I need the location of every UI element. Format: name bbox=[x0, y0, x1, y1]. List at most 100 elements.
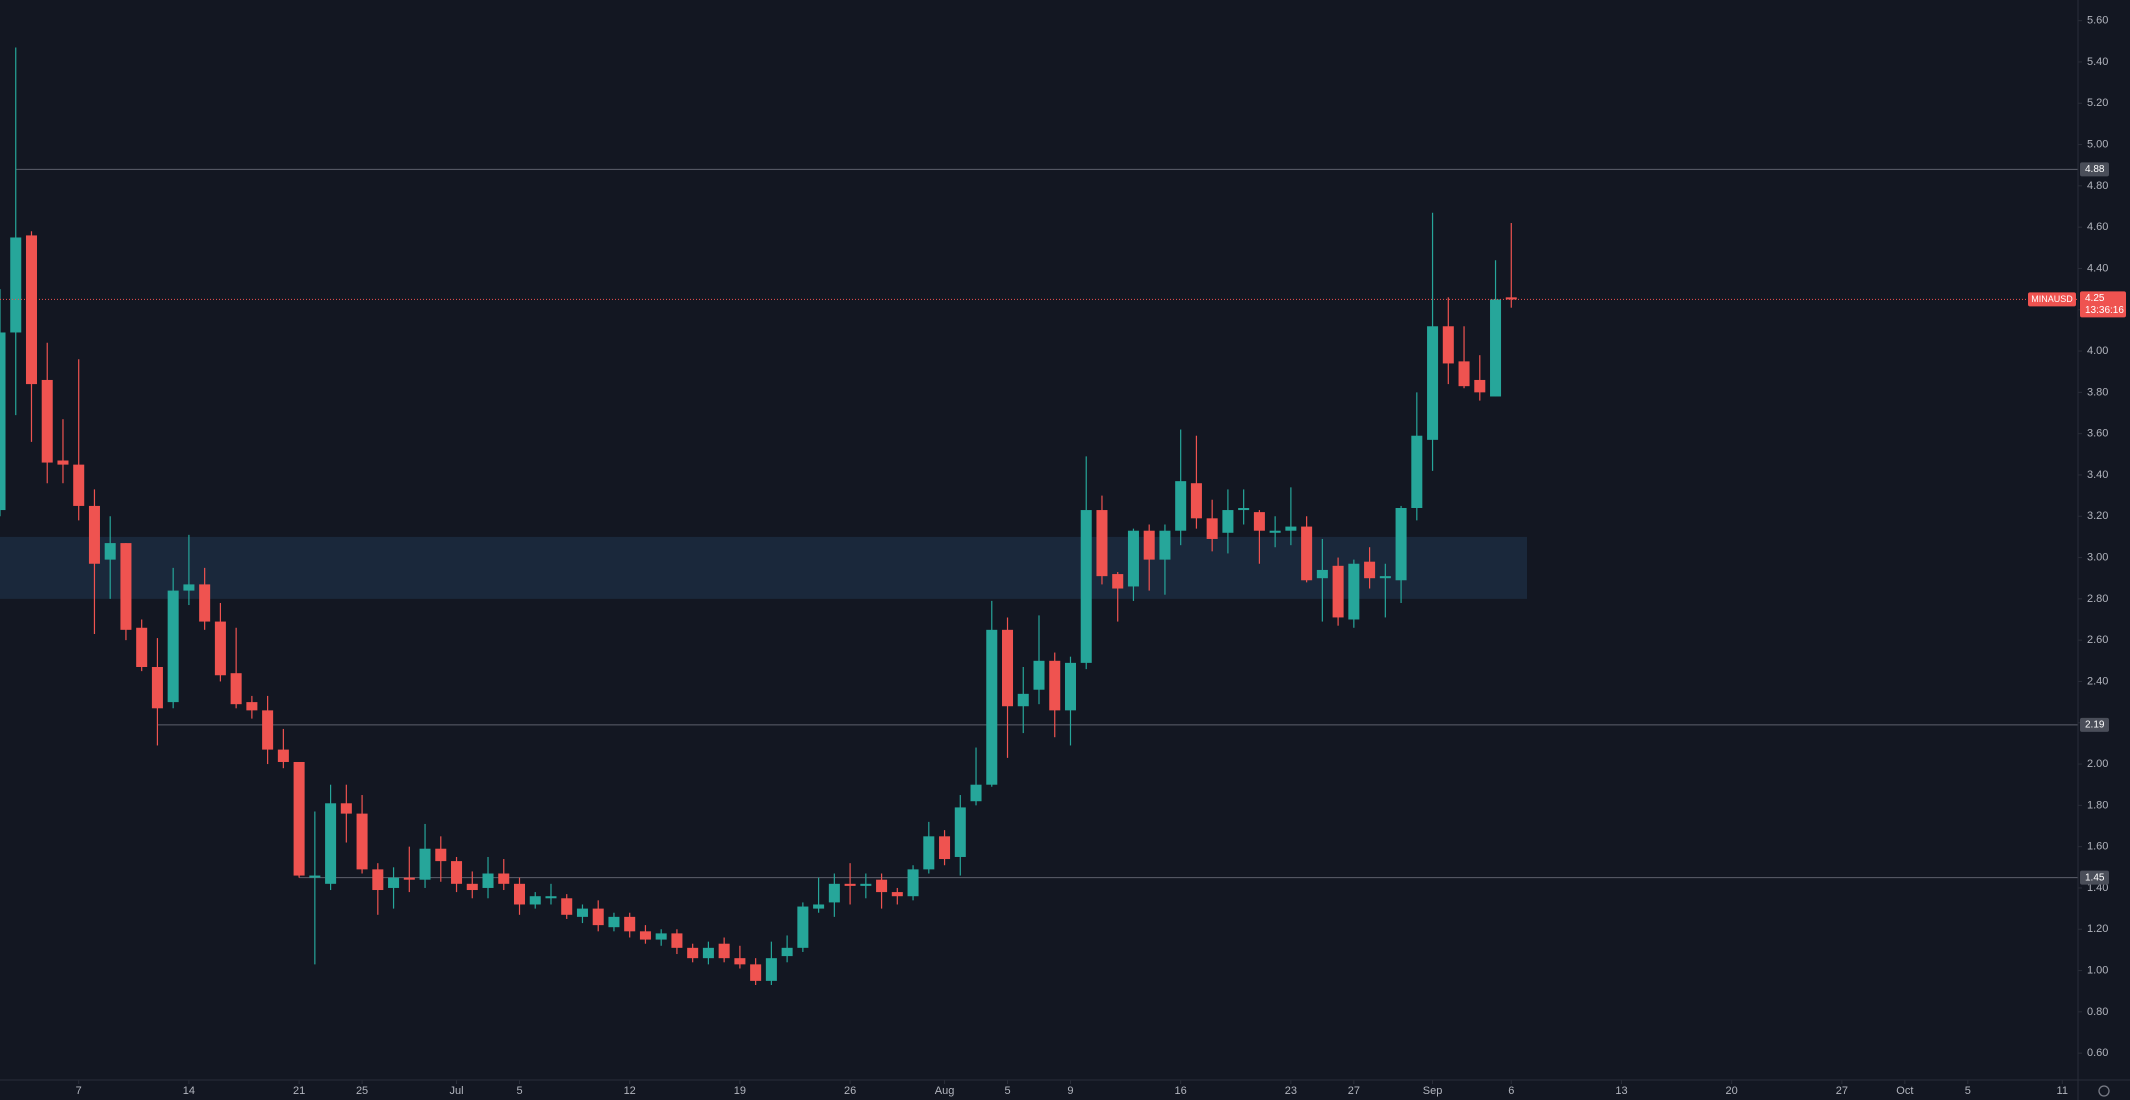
candle-body bbox=[151, 666, 163, 709]
x-tick-label: 5 bbox=[1004, 1085, 1010, 1097]
candle-body bbox=[939, 836, 951, 860]
y-tick-label: 0.80 bbox=[2087, 1006, 2108, 1018]
settings-icon[interactable] bbox=[2098, 1085, 2110, 1097]
candle-body bbox=[750, 964, 762, 981]
candle-body bbox=[403, 877, 415, 880]
y-tick-label: 4.00 bbox=[2087, 345, 2108, 357]
candle-body bbox=[954, 807, 966, 857]
candle-body bbox=[277, 749, 289, 762]
candle-body bbox=[923, 836, 935, 870]
candle-body bbox=[1442, 326, 1454, 364]
x-tick-label: 9 bbox=[1067, 1085, 1073, 1097]
candle-body bbox=[844, 883, 856, 886]
x-tick-label: 13 bbox=[1615, 1085, 1627, 1097]
candle-body bbox=[1017, 693, 1029, 707]
candle-body bbox=[498, 873, 510, 884]
candle-body bbox=[1285, 526, 1297, 531]
x-tick-label: 7 bbox=[76, 1085, 82, 1097]
candle-body bbox=[1253, 512, 1265, 531]
candle-body bbox=[73, 464, 85, 506]
y-tick-label: 3.20 bbox=[2087, 510, 2108, 522]
candle-body bbox=[765, 958, 777, 981]
candle-body bbox=[325, 803, 337, 884]
candle-body bbox=[1474, 379, 1486, 393]
candle-body bbox=[1238, 507, 1250, 511]
y-tick-label: 2.00 bbox=[2087, 758, 2108, 770]
candle-body bbox=[25, 235, 37, 385]
x-tick-label: 27 bbox=[1348, 1085, 1360, 1097]
candle-body bbox=[561, 898, 573, 915]
candle-body bbox=[655, 933, 667, 940]
candle-body bbox=[1364, 561, 1376, 579]
candle-body bbox=[576, 908, 588, 917]
candle-body bbox=[592, 908, 604, 926]
candle-body bbox=[1127, 530, 1139, 587]
countdown-label: 13:36:16 bbox=[2085, 305, 2124, 316]
candle-body bbox=[1080, 510, 1092, 663]
candle-body bbox=[797, 906, 809, 948]
x-tick-label: 21 bbox=[293, 1085, 305, 1097]
y-tick-label: 4.80 bbox=[2087, 180, 2108, 192]
candle-body bbox=[1033, 660, 1045, 690]
candle-body bbox=[1064, 662, 1076, 711]
x-tick-label: 20 bbox=[1726, 1085, 1738, 1097]
x-tick-label: 19 bbox=[734, 1085, 746, 1097]
candle-body bbox=[876, 879, 888, 893]
x-tick-label: Sep bbox=[1423, 1085, 1443, 1097]
x-tick-label: 12 bbox=[624, 1085, 636, 1097]
candle-body bbox=[986, 629, 998, 785]
candle-body bbox=[340, 803, 352, 814]
candle-body bbox=[1206, 518, 1218, 539]
candle-body bbox=[419, 848, 431, 880]
candle-body bbox=[199, 584, 211, 622]
x-tick-label: 6 bbox=[1508, 1085, 1514, 1097]
candle-body bbox=[435, 848, 447, 862]
candle-body bbox=[120, 543, 132, 630]
candle-body bbox=[466, 883, 478, 891]
y-tick-label: 1.20 bbox=[2087, 923, 2108, 935]
candle-body bbox=[262, 710, 274, 750]
candle-body bbox=[1332, 565, 1344, 618]
x-tick-label: 23 bbox=[1285, 1085, 1297, 1097]
candle-body bbox=[1458, 361, 1470, 387]
candle-body bbox=[813, 904, 825, 909]
candle-body bbox=[1301, 526, 1313, 581]
y-tick-label: 2.40 bbox=[2087, 675, 2108, 687]
candle-body bbox=[1112, 574, 1124, 589]
candle-body bbox=[907, 869, 919, 897]
candle-body bbox=[1411, 435, 1423, 508]
x-tick-label: Jul bbox=[449, 1085, 463, 1097]
y-tick-label: 4.40 bbox=[2087, 262, 2108, 274]
symbol-label-box bbox=[2028, 292, 2076, 307]
y-tick-label: 5.60 bbox=[2087, 15, 2108, 27]
candle-body bbox=[293, 761, 305, 876]
candle-body bbox=[57, 460, 69, 465]
level-label-box bbox=[2080, 717, 2109, 732]
candle-body bbox=[1096, 510, 1108, 577]
candle-body bbox=[1348, 563, 1360, 620]
candle-body bbox=[1175, 481, 1187, 531]
candle-body bbox=[482, 873, 494, 888]
y-tick-label: 5.20 bbox=[2087, 97, 2108, 109]
candle-body bbox=[1190, 483, 1202, 519]
x-tick-label: 25 bbox=[356, 1085, 368, 1097]
last-price-box bbox=[2080, 291, 2126, 318]
candle-body bbox=[718, 943, 730, 959]
y-tick-label: 5.40 bbox=[2087, 56, 2108, 68]
candle-body bbox=[104, 543, 116, 560]
candle-body bbox=[1395, 507, 1407, 581]
candle-body bbox=[1222, 510, 1234, 533]
x-tick-label: 16 bbox=[1175, 1085, 1187, 1097]
x-tick-label: 14 bbox=[183, 1085, 195, 1097]
settings-gear[interactable] bbox=[2098, 1085, 2110, 1097]
candle-body bbox=[687, 947, 699, 959]
candle-body bbox=[0, 332, 6, 511]
level-label: 1.45 bbox=[2085, 872, 2105, 883]
plot-area bbox=[0, 47, 2078, 986]
candle-body bbox=[1002, 629, 1014, 707]
candle-body bbox=[167, 590, 179, 703]
y-tick-label: 1.80 bbox=[2087, 799, 2108, 811]
y-tick-label: 3.40 bbox=[2087, 469, 2108, 481]
candle-body bbox=[10, 237, 22, 333]
